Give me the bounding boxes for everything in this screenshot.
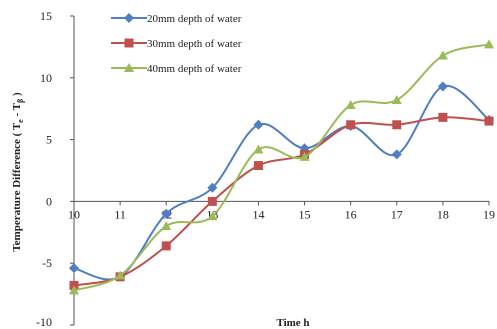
legend-item-3: 40mm depth of water [111, 63, 242, 75]
data-point [438, 112, 448, 122]
y-tick-label: -10 [36, 315, 52, 329]
legend-label: 40mm depth of water [147, 63, 242, 75]
data-point [161, 208, 172, 219]
y-axis-title-sub2: β [16, 99, 25, 103]
data-point [484, 39, 494, 49]
legend-marker [124, 13, 134, 23]
x-axis-title: Time h [276, 317, 309, 329]
data-point [346, 120, 356, 130]
data-point [115, 270, 126, 280]
data-point [161, 221, 172, 231]
data-point [437, 81, 448, 92]
legend-item-2: 30mm depth of water [111, 38, 242, 50]
data-point [207, 196, 217, 206]
legend-label: 20mm depth of water [147, 13, 242, 25]
data-point [253, 161, 263, 171]
legend: 20mm depth of water 30mm depth of water 40… [111, 13, 242, 75]
y-axis-title-end: ) [11, 92, 23, 99]
data-point [207, 211, 218, 221]
data-point [161, 241, 171, 251]
x-tick-label: 11 [114, 207, 126, 221]
data-point [437, 50, 448, 60]
data-point [253, 119, 264, 130]
data-point [69, 263, 79, 274]
y-axis-title-mid: - T [11, 102, 23, 119]
x-tick-label: 18 [437, 207, 449, 221]
data-point [299, 151, 310, 161]
data-point [392, 120, 402, 130]
y-tick-label: 10 [40, 71, 52, 85]
y-axis-title-sub1: e [16, 119, 25, 123]
y-tick-label: -5 [42, 256, 52, 270]
x-tick-label: 16 [345, 207, 357, 221]
series-line [73, 43, 490, 292]
x-tick-label: 17 [391, 207, 403, 221]
legend-item-1: 20mm depth of water [111, 13, 242, 25]
data-point [69, 285, 79, 295]
data-point [345, 99, 356, 109]
legend-label: 30mm depth of water [147, 38, 242, 50]
legend-marker [124, 38, 134, 48]
series-line [73, 116, 490, 287]
series-3 [69, 39, 494, 295]
series-1 [69, 81, 494, 282]
x-tick-label: 14 [252, 207, 264, 221]
legend-marker [124, 63, 134, 72]
data-point [253, 144, 264, 154]
series-line [73, 84, 490, 281]
x-tick-label: 10 [68, 207, 80, 221]
y-tick-label: 0 [46, 194, 52, 208]
data-point [207, 182, 218, 193]
data-point [484, 116, 494, 126]
y-tick-label: 15 [40, 9, 52, 23]
x-tick-label: 15 [299, 207, 311, 221]
x-tick-label: 19 [483, 207, 495, 221]
data-point [391, 149, 402, 160]
series-layer [69, 39, 494, 295]
y-axis-title: Temperature Difference ( Te - Tβ ) [11, 92, 25, 252]
y-tick-label: 5 [46, 133, 52, 147]
data-point [391, 95, 402, 105]
y-axis-title-main: Temperature Difference ( T [11, 122, 23, 251]
